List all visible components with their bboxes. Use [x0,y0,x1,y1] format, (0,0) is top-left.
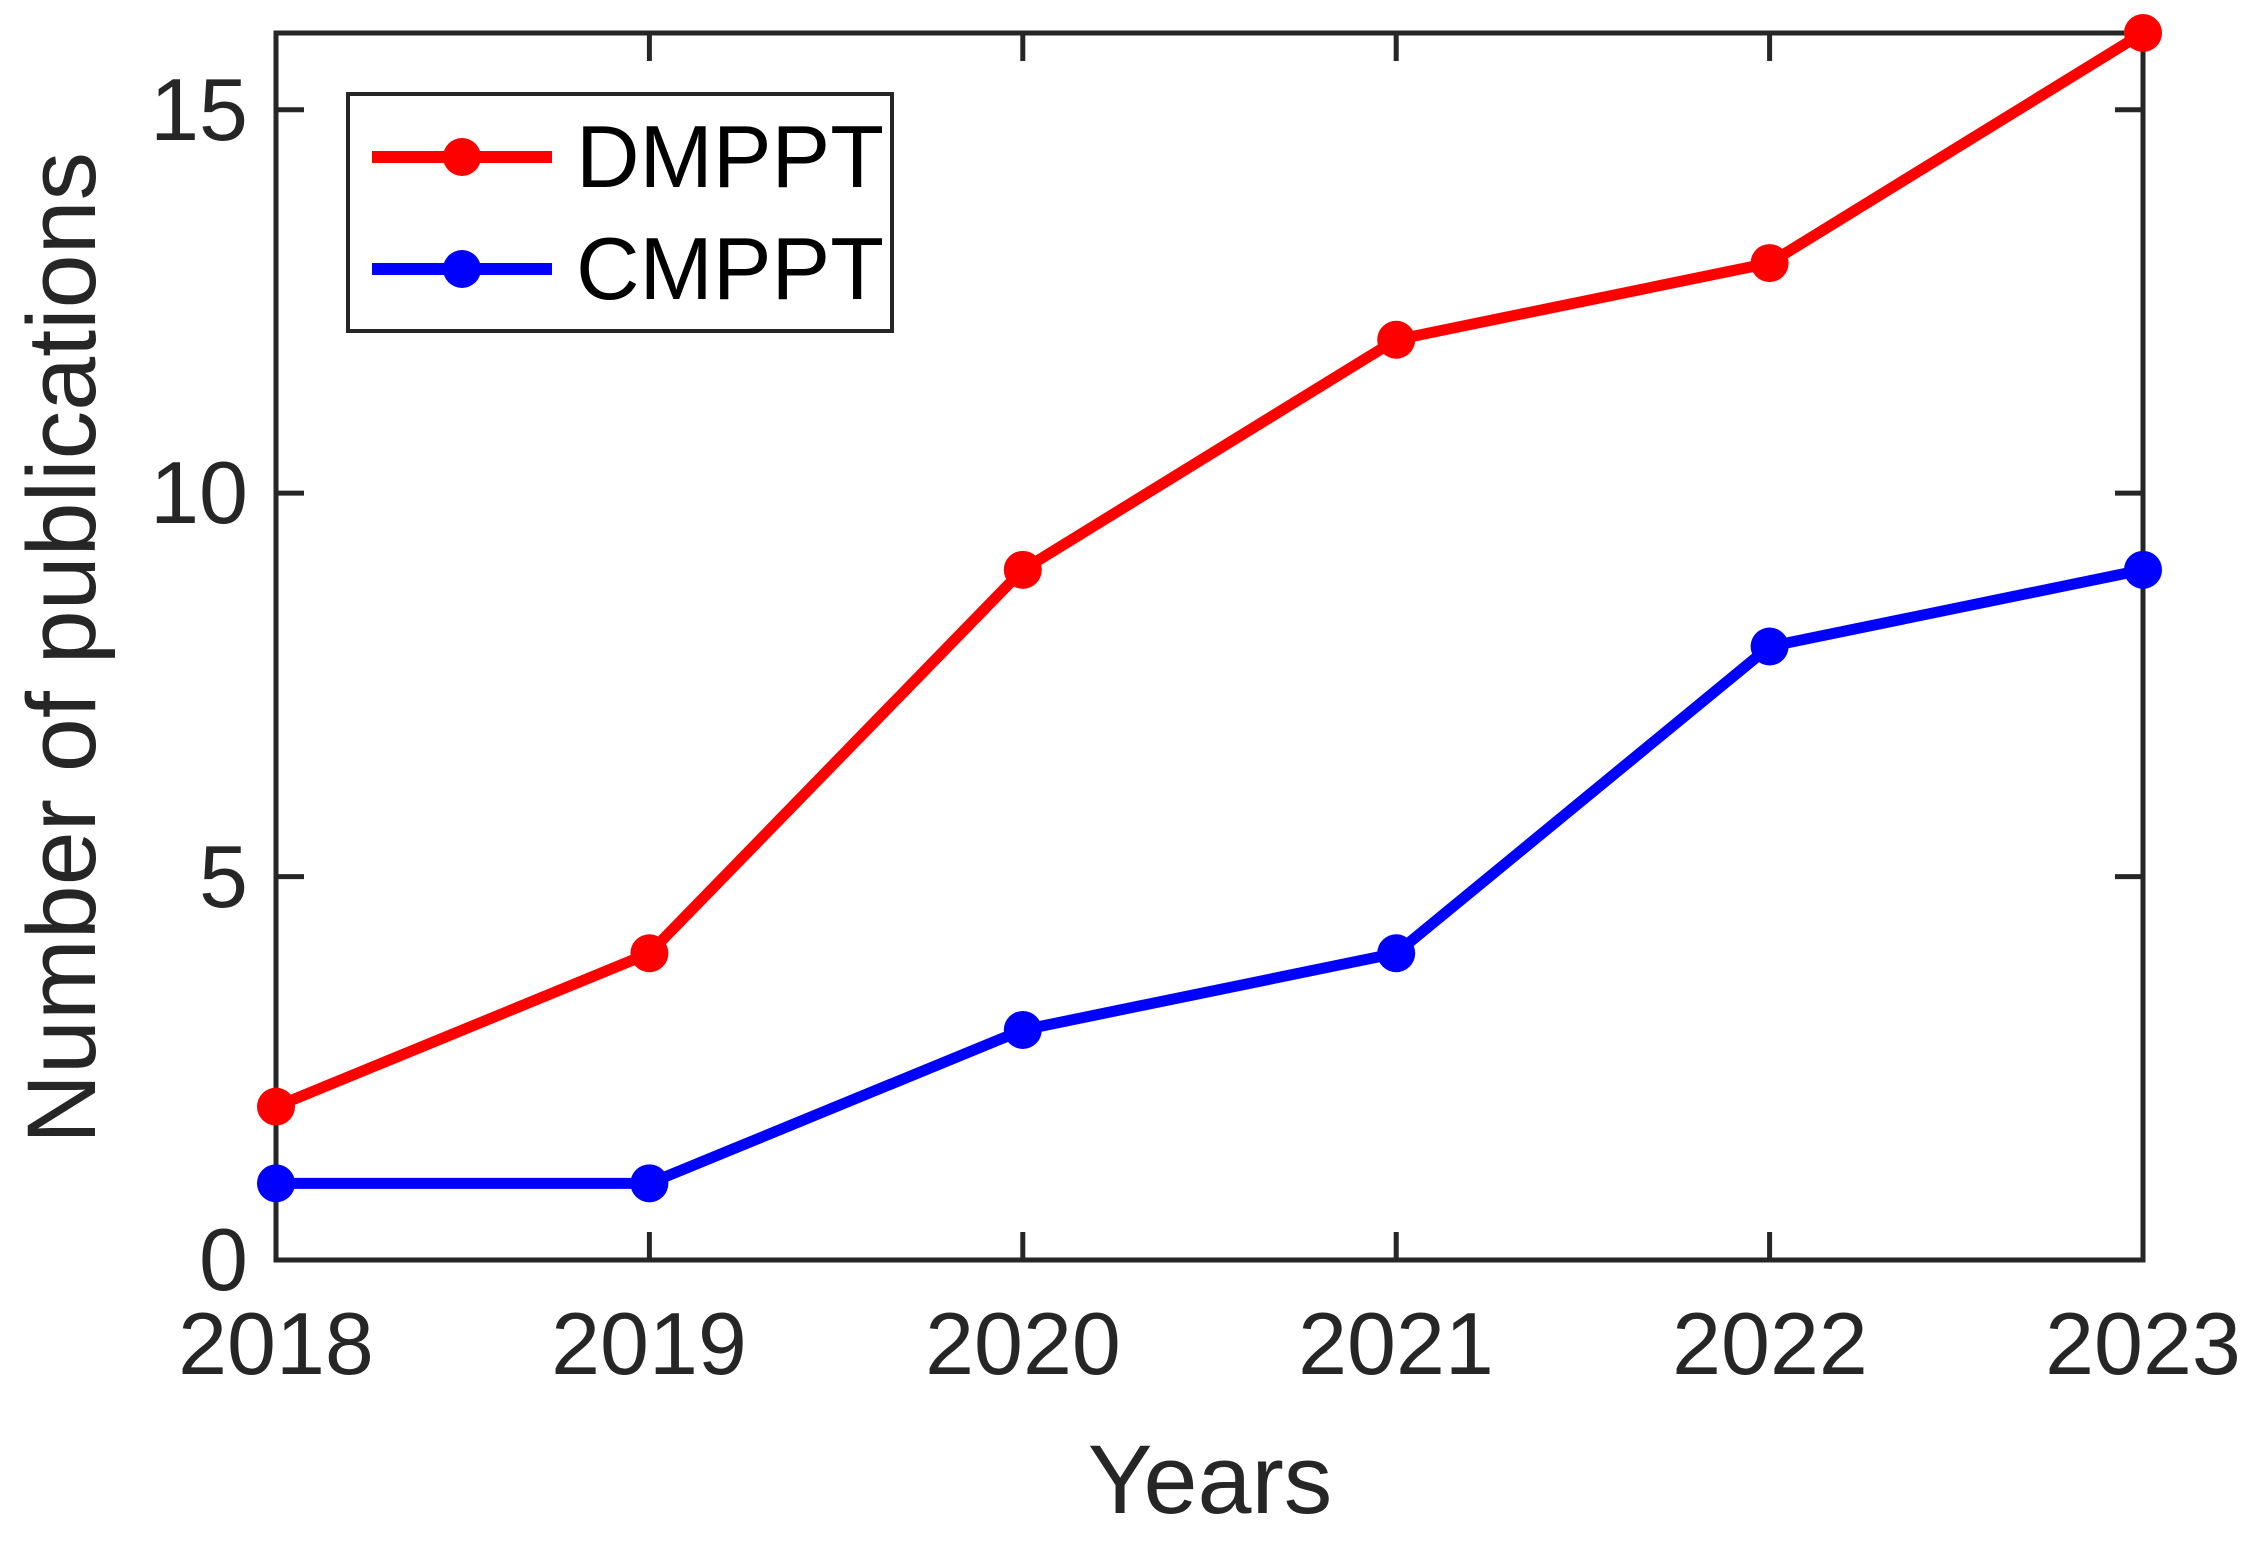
ytick-label-15: 15 [150,60,248,159]
dmppt-line-marker-icon [372,137,552,176]
ytick-label-5: 5 [199,827,248,926]
xtick-label-2019: 2019 [551,1294,747,1393]
ytick-label-0: 0 [199,1210,248,1309]
xtick-label-2023: 2023 [2045,1294,2241,1393]
cmppt-line-marker-icon [372,249,552,288]
x-axis-label: Years [1087,1425,1333,1534]
legend-entry-dmppt: DMPPT [350,101,890,213]
ytick-label-10: 10 [150,443,248,542]
legend-label-dmppt: DMPPT [576,106,884,206]
xtick-label-2021: 2021 [1298,1294,1494,1393]
legend-label-cmppt: CMPPT [576,218,884,318]
xtick-label-2022: 2022 [1672,1294,1868,1393]
legend: DMPPT CMPPT [346,92,894,333]
xtick-label-2018: 2018 [178,1294,374,1393]
y-axis-label: Number of publications [7,151,116,1145]
xtick-label-2020: 2020 [925,1294,1121,1393]
legend-entry-cmppt: CMPPT [350,213,890,325]
